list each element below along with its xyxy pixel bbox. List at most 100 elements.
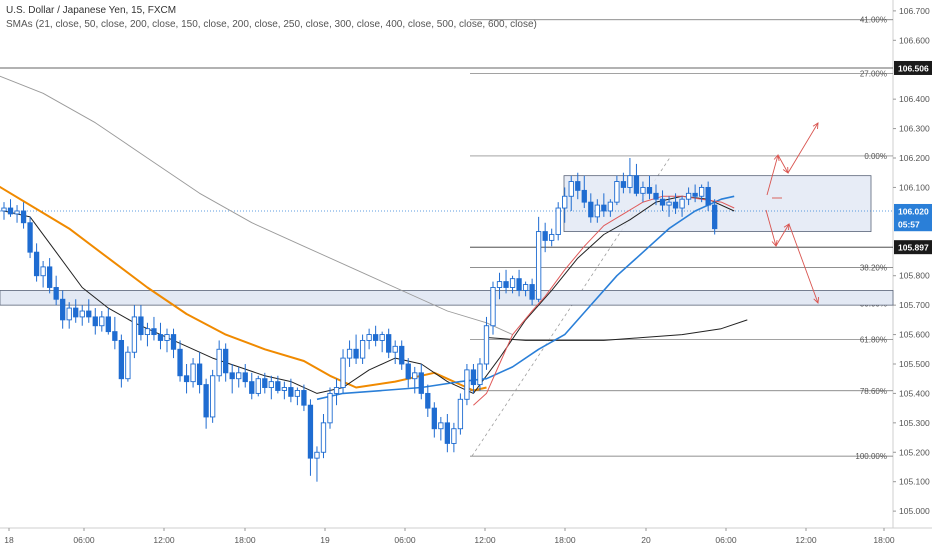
candle-body-up: [327, 392, 333, 424]
candle-body-up: [1, 207, 7, 212]
price-tag: [894, 60, 932, 75]
candle-body-up: [209, 375, 216, 418]
candle-body-down: [672, 201, 679, 209]
candle-body-up: [333, 387, 340, 394]
candle-body-down: [112, 331, 118, 341]
candle-body-up: [164, 334, 170, 341]
candle-body-up: [294, 390, 301, 397]
candle-body-down: [581, 189, 587, 203]
candle-body-down: [575, 181, 581, 191]
candle-body-down: [223, 348, 229, 374]
candle-body-down: [542, 231, 548, 241]
candle-body-up: [490, 287, 496, 327]
price-tag-label: 105.897: [898, 243, 929, 253]
candle-body-up: [125, 351, 131, 380]
candle-body-up: [568, 181, 574, 197]
x-tick-label: 12:00: [153, 535, 175, 545]
candle-body-up: [555, 207, 561, 235]
candle-body-down: [405, 363, 411, 380]
candle-body-up: [236, 372, 242, 380]
candle-body-down: [712, 204, 718, 230]
candle-body-up: [392, 345, 398, 353]
candle-body-down: [138, 316, 144, 336]
candle-body-down: [105, 316, 111, 333]
price-tag-label: 106.506: [898, 63, 929, 73]
candle-body-down: [588, 201, 594, 218]
candle-body-up: [99, 316, 105, 327]
candle-body-down: [27, 222, 33, 253]
projection-arrows: [765, 122, 820, 304]
candle-body-down: [529, 284, 535, 300]
candle-body-down: [203, 384, 209, 418]
candle-body-down: [418, 372, 424, 394]
y-tick-label: 106.100: [899, 182, 930, 192]
y-tick-label: 106.700: [899, 6, 930, 16]
candle-body-down: [262, 378, 268, 388]
candle-body-up: [359, 339, 366, 359]
candle-body-down: [653, 192, 659, 200]
fib-level-label: 61.80%: [860, 336, 887, 345]
candle-body-up: [477, 363, 483, 386]
x-tick-label: 18: [4, 535, 14, 545]
candle-body-down: [249, 381, 255, 394]
y-tick-label: 105.700: [899, 300, 930, 310]
candle-body-up: [483, 325, 490, 365]
candle-body-down: [229, 372, 235, 380]
candle-body-down: [86, 310, 92, 318]
support-zone: [0, 290, 894, 306]
y-tick-label: 105.300: [899, 418, 930, 428]
candle-body-down: [399, 345, 405, 365]
fib-level-label: 100.00%: [855, 452, 887, 461]
arrow-down-2: [775, 223, 790, 247]
candle-body-down: [53, 287, 59, 300]
candle-body-down: [372, 334, 379, 341]
candle-body-up: [522, 284, 529, 291]
candle-body-up: [679, 198, 685, 209]
y-tick-label: 106.300: [899, 124, 930, 134]
candle-body-down: [431, 407, 437, 430]
candle-body-down: [307, 404, 314, 459]
x-tick-label: 18:00: [234, 535, 256, 545]
candle-body-down: [275, 381, 281, 391]
candle-body-up: [451, 428, 457, 444]
candle-body-down: [288, 387, 294, 397]
price-tag: [894, 240, 932, 255]
candle-body-up: [268, 381, 274, 388]
y-tick-label: 105.200: [899, 447, 930, 457]
candle-body-down: [601, 204, 607, 212]
candle-body-down: [659, 198, 666, 206]
candle-body-down: [425, 392, 431, 409]
sma-red-line: [473, 195, 735, 406]
candle-body-down: [353, 348, 359, 359]
candle-body-down: [386, 334, 392, 353]
price-tag: [894, 203, 932, 218]
chart-title: U.S. Dollar / Japanese Yen, 15, FXCM: [6, 5, 177, 16]
y-tick-label: 106.600: [899, 35, 930, 45]
candle-body-up: [640, 186, 646, 194]
candle-body-up: [698, 186, 705, 197]
candle-body-up: [144, 328, 151, 336]
candle-body-down: [242, 372, 248, 383]
sma-black-line: [3, 195, 735, 394]
candle-body-down: [151, 328, 157, 336]
candle-body-down: [196, 363, 203, 386]
sma-orange-line: [0, 185, 487, 392]
candle-body-up: [594, 204, 600, 218]
candle-body-down: [646, 186, 653, 194]
y-tick-label: 105.600: [899, 330, 930, 340]
candle-body-up: [627, 175, 633, 188]
x-tick-label: 12:00: [795, 535, 817, 545]
candle-body-down: [46, 266, 53, 288]
y-tick-label: 105.500: [899, 359, 930, 369]
candle-body-up: [614, 181, 620, 203]
sma-blue-line: [316, 195, 735, 401]
x-tick-label: 19: [320, 535, 330, 545]
fib-level-label: 41.00%: [860, 16, 887, 25]
candle-body-up: [14, 210, 20, 215]
fib-level-label: 0.00%: [864, 152, 887, 161]
candle-body-down: [503, 281, 509, 288]
y-tick-label: 106.400: [899, 94, 930, 104]
